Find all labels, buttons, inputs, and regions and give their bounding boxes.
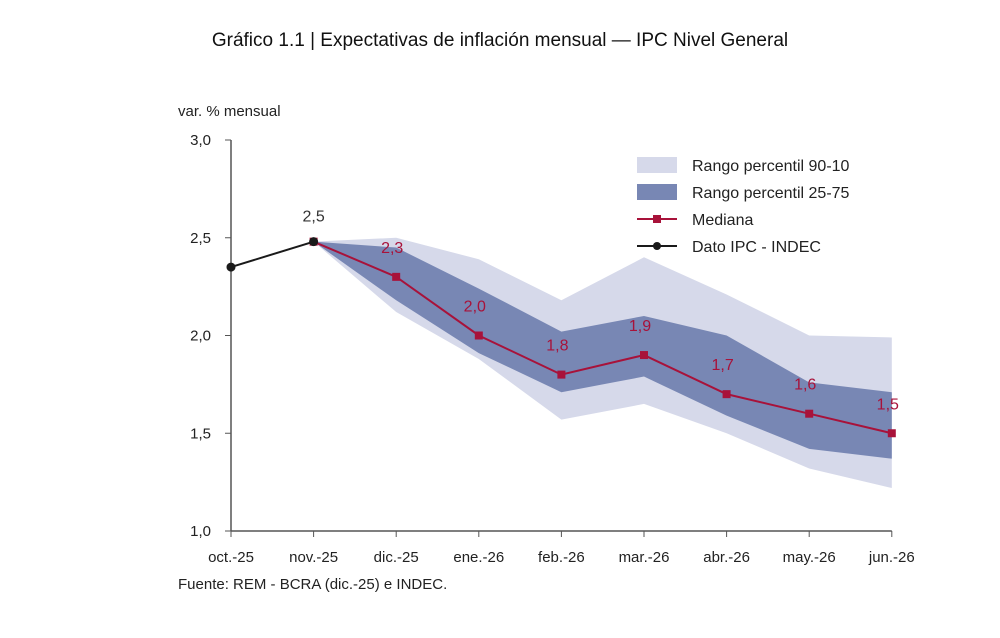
legend-marker: [653, 242, 661, 250]
x-tick-label: abr.-26: [703, 549, 750, 566]
chart-title: Gráfico 1.1 | Expectativas de inflación …: [211, 30, 789, 51]
median-point: [557, 370, 566, 379]
source-note: Fuente: REM - BCRA (dic.-25) e INDEC.: [178, 576, 448, 593]
data-label: 2,0: [464, 299, 486, 316]
y-tick-label: 2,5: [190, 230, 211, 247]
data-label: 1,9: [629, 318, 651, 335]
data-label: 1,6: [794, 377, 816, 394]
x-tick-label: jun.-26: [868, 549, 915, 566]
y-tick-label: 1,5: [190, 425, 211, 442]
x-tick-label: mar.-26: [619, 549, 670, 566]
data-label: 2,3: [381, 240, 403, 257]
legend-marker: [653, 215, 661, 223]
legend-label: Mediana: [692, 212, 753, 229]
median-point: [640, 351, 648, 360]
data-label: 1,5: [877, 396, 899, 413]
x-tick-label: oct.-25: [208, 549, 254, 566]
series-line-ipc: [230, 240, 314, 269]
x-tick-label: dic.-25: [374, 549, 419, 566]
y-axis-label: var. % mensual: [178, 103, 281, 120]
series-line-mediana: [313, 240, 893, 435]
data-label: 2,5: [302, 209, 324, 226]
y-tick-label: 2,0: [190, 328, 211, 345]
legend-label: Rango percentil 90-10: [692, 158, 850, 175]
y-tick-label: 3,0: [190, 132, 211, 149]
data-label: 1,8: [546, 338, 568, 355]
median-point: [722, 390, 731, 399]
band-25-75: [313, 241, 892, 459]
median-point: [474, 331, 483, 340]
median-point: [887, 429, 896, 438]
median-point: [805, 409, 814, 418]
x-tick-label: may.-26: [783, 549, 836, 566]
legend-swatch: [637, 157, 677, 173]
y-tick-label: 1,0: [190, 523, 211, 540]
median-point: [392, 272, 401, 281]
x-tick-label: nov.-25: [289, 549, 338, 566]
ipc-point: [309, 237, 319, 247]
x-tick-label: feb.-26: [538, 549, 585, 566]
x-tick-label: ene.-26: [453, 549, 504, 566]
legend-swatch: [637, 184, 677, 200]
legend-label: Dato IPC - INDEC: [692, 239, 821, 256]
ipc-point: [226, 262, 236, 272]
legend-label: Rango percentil 25-75: [692, 185, 850, 202]
data-label: 1,7: [711, 357, 733, 374]
